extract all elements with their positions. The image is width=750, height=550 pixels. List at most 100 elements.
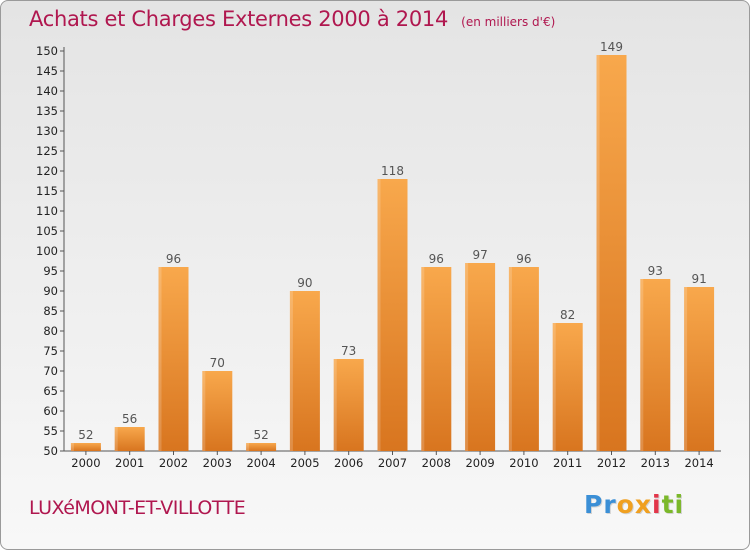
bar-2007 [377,179,408,451]
value-label: 96 [516,252,531,266]
y-tick-label: 100 [36,244,58,258]
bar-highlight [596,55,600,451]
y-tick-label: 50 [43,444,58,458]
bar-highlight [289,291,293,451]
y-tick-label: 85 [43,304,58,318]
chart-title: Achats et Charges Externes 2000 à 2014 (… [29,7,555,31]
y-tick: 50 [43,444,64,458]
y-tick: 135 [36,104,64,118]
x-tick-label: 2006 [334,456,363,470]
bar-highlight [508,267,512,451]
x-tick-label: 2005 [290,456,319,470]
x-tick-label: 2013 [641,456,670,470]
y-tick: 140 [36,84,64,98]
y-tick-label: 145 [36,64,58,78]
bar-highlight [246,443,250,451]
value-label: 52 [253,428,268,442]
bar-highlight [202,371,206,451]
bar-2005 [289,291,320,451]
value-label: 149 [600,40,623,54]
x-tick-label: 2003 [203,456,232,470]
y-tick: 150 [36,44,64,58]
logo-letter: o [616,490,635,519]
y-tick-label: 55 [43,424,58,438]
x-axis: 2000 2001 2002 2003 2004 2005 2006 2007 2008 2009… [64,450,721,470]
bar-highlight [421,267,425,451]
y-tick-label: 125 [36,144,58,158]
y-tick: 70 [43,364,64,378]
x-tick: 2009 [465,451,495,470]
x-tick: 2006 [334,451,363,470]
proxiti-logo: Proxiti [584,490,684,519]
value-label: 73 [341,344,356,358]
x-tick: 2012 [597,451,626,470]
y-tick: 110 [36,204,64,218]
bar-2009 [465,263,496,451]
bar-2006 [333,359,364,451]
y-tick: 115 [36,184,64,198]
y-tick: 100 [36,244,64,258]
x-tick-label: 2002 [159,456,188,470]
y-tick-label: 60 [43,404,58,418]
y-tick-label: 110 [36,204,58,218]
x-tick: 2004 [246,451,276,470]
y-tick: 130 [36,124,64,138]
x-tick-label: 2009 [465,456,494,470]
y-tick-label: 140 [36,84,58,98]
x-tick-label: 2008 [422,456,451,470]
unit-note: (en milliers d'€) [461,15,556,29]
bars [70,55,715,451]
bar-2010 [508,267,539,451]
y-axis: 50 55 60 65 70 75 80 85 90 95 100 105 110 115 120 125 13… [36,44,65,458]
y-tick-label: 95 [43,264,58,278]
bar-highlight [333,359,337,451]
bar-highlight [684,287,688,451]
value-label: 90 [297,276,312,290]
y-tick: 80 [43,324,64,338]
x-tick: 2013 [641,451,670,470]
bar-2013 [640,279,671,451]
x-tick: 2010 [509,451,539,470]
logo-letter: t [661,490,675,519]
y-tick-label: 150 [36,44,58,58]
y-tick: 75 [43,344,64,358]
x-tick-label: 2010 [509,456,538,470]
value-label: 56 [122,412,137,426]
value-label: 91 [691,272,706,286]
x-tick: 2008 [422,451,451,470]
y-tick-label: 130 [36,124,58,138]
bar-highlight [377,179,381,451]
y-tick-label: 70 [43,364,58,378]
y-tick: 95 [43,264,64,278]
x-tick-label: 2000 [71,456,100,470]
bar-highlight [70,443,74,451]
y-tick-label: 80 [43,324,58,338]
x-tick: 2002 [159,451,188,470]
value-label: 52 [78,428,93,442]
bar-2004 [246,443,277,451]
bar-highlight [552,323,556,451]
y-tick-label: 75 [43,344,58,358]
title-text: Achats et Charges Externes 2000 à 2014 [29,7,449,31]
value-label: 97 [472,248,487,262]
bar-highlight [640,279,644,451]
bar-2012 [596,55,627,451]
x-tick: 2014 [684,451,714,470]
value-label: 96 [166,252,181,266]
value-label: 70 [210,356,225,370]
y-tick: 60 [43,404,64,418]
y-tick-label: 65 [43,384,58,398]
x-tick-label: 2001 [115,456,144,470]
bar-2002 [158,267,189,451]
x-tick: 2001 [115,451,144,470]
y-tick-label: 90 [43,284,58,298]
y-tick: 55 [43,424,64,438]
value-label: 82 [560,308,575,322]
bar-highlight [114,427,118,451]
y-tick: 65 [43,384,64,398]
value-label: 96 [429,252,444,266]
y-tick: 85 [43,304,64,318]
bar-2003 [202,371,233,451]
